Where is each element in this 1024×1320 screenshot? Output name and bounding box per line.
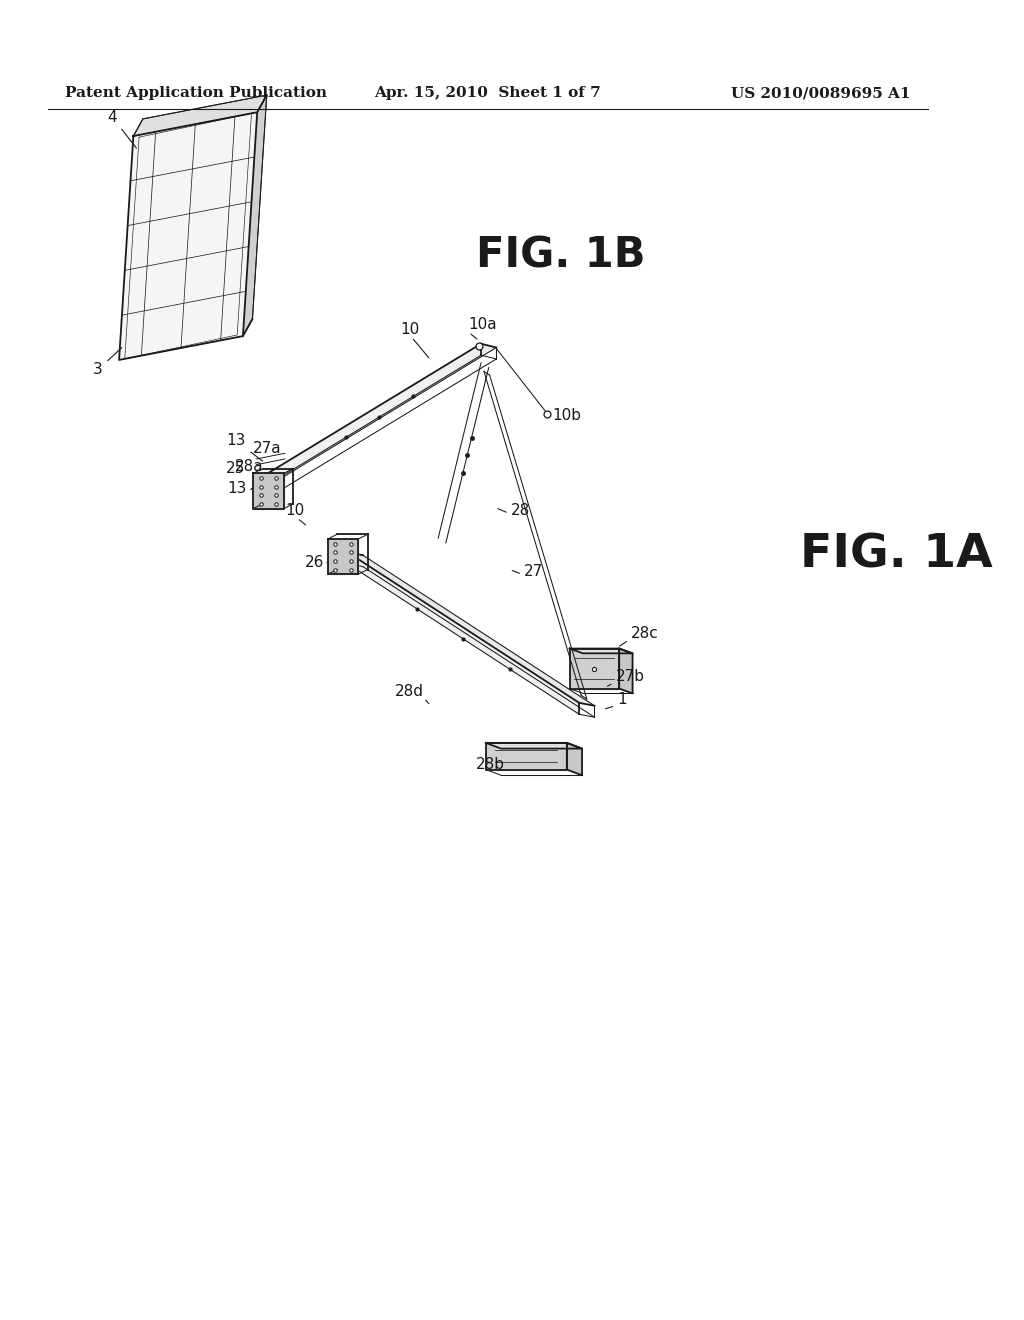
Text: 1: 1 <box>617 692 627 706</box>
Polygon shape <box>348 552 595 706</box>
Text: Patent Application Publication: Patent Application Publication <box>65 86 327 100</box>
Polygon shape <box>348 552 580 714</box>
Text: 10a: 10a <box>469 317 498 333</box>
Text: 10b: 10b <box>553 408 582 422</box>
Text: 10: 10 <box>400 322 419 337</box>
Text: 28d: 28d <box>395 684 424 700</box>
Text: 28c: 28c <box>631 626 658 642</box>
Text: 27b: 27b <box>615 669 644 684</box>
Text: 27: 27 <box>524 564 543 579</box>
Text: 27a: 27a <box>253 441 282 457</box>
Polygon shape <box>255 343 481 492</box>
Text: 13: 13 <box>227 482 247 496</box>
Polygon shape <box>620 648 633 693</box>
Polygon shape <box>485 743 567 770</box>
Polygon shape <box>119 112 257 360</box>
Text: 3: 3 <box>93 347 122 378</box>
Text: 28b: 28b <box>476 756 505 772</box>
Text: 10: 10 <box>286 503 305 519</box>
Polygon shape <box>133 95 266 136</box>
Text: 25: 25 <box>225 461 245 477</box>
Text: 13: 13 <box>226 433 262 461</box>
Polygon shape <box>485 743 582 748</box>
Text: 28: 28 <box>511 503 529 519</box>
Polygon shape <box>569 648 620 689</box>
Polygon shape <box>569 648 633 653</box>
Text: Apr. 15, 2010  Sheet 1 of 7: Apr. 15, 2010 Sheet 1 of 7 <box>375 86 601 100</box>
Polygon shape <box>243 95 266 337</box>
Text: 28a: 28a <box>236 459 264 474</box>
Text: FIG. 1A: FIG. 1A <box>800 533 993 578</box>
Text: FIG. 1B: FIG. 1B <box>476 234 646 276</box>
Text: 4: 4 <box>108 110 136 148</box>
Polygon shape <box>567 743 582 775</box>
Text: US 2010/0089695 A1: US 2010/0089695 A1 <box>731 86 910 100</box>
Polygon shape <box>255 343 497 484</box>
Polygon shape <box>253 474 284 508</box>
Polygon shape <box>328 539 358 574</box>
Text: 26: 26 <box>304 554 324 570</box>
